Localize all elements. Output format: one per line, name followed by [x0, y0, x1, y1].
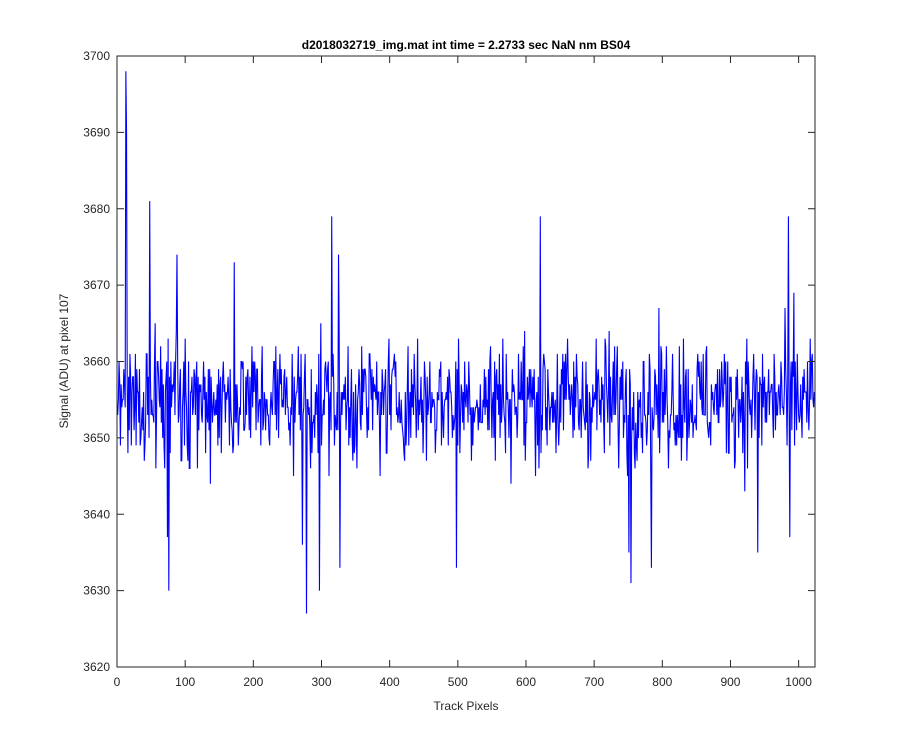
x-tick-label: 600: [516, 675, 536, 689]
y-tick-label: 3670: [83, 278, 110, 292]
series-layer: [117, 71, 815, 614]
x-tick-label: 300: [311, 675, 331, 689]
x-tick-label: 500: [448, 675, 468, 689]
x-tick-label: 100: [175, 675, 195, 689]
plot-area: [117, 56, 815, 667]
y-tick-label: 3620: [83, 660, 110, 674]
y-axis-label: Signal (ADU) at pixel 107: [57, 293, 71, 428]
y-tick-label: 3650: [83, 431, 110, 445]
signal-series-line: [117, 71, 815, 614]
x-tick-label: 900: [720, 675, 740, 689]
x-tick-label: 1000: [785, 675, 812, 689]
y-tick-label: 3680: [83, 202, 110, 216]
x-tick-label: 700: [584, 675, 604, 689]
x-tick-label: 200: [243, 675, 263, 689]
x-tick-label: 800: [652, 675, 672, 689]
y-tick-label: 3690: [83, 125, 110, 139]
x-axis-label: Track Pixels: [434, 699, 499, 713]
chart-title: d2018032719_img.mat int time = 2.2733 se…: [302, 38, 631, 52]
x-tick-label: 0: [114, 675, 121, 689]
y-tick-label: 3640: [83, 507, 110, 521]
x-tick-label: 400: [380, 675, 400, 689]
y-tick-label: 3700: [83, 49, 110, 63]
ticks-layer: 0 100 200 300 400 500 600 700 800 900 1000 3620 3630…: [83, 49, 815, 689]
y-tick-label: 3630: [83, 584, 110, 598]
y-tick-label: 3660: [83, 355, 110, 369]
